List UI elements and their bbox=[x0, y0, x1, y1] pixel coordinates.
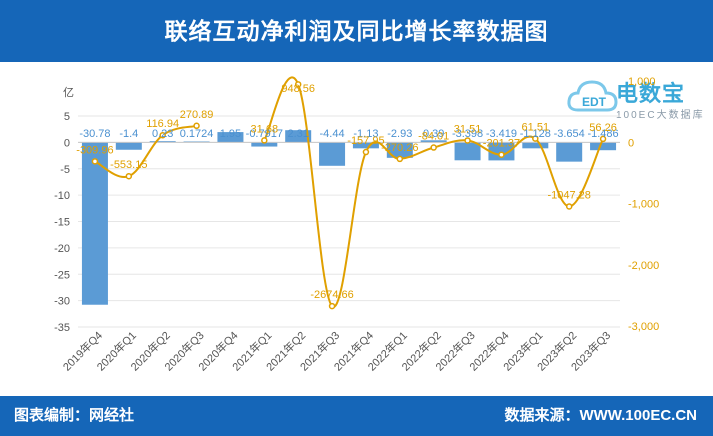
cloud-logo-icon: EDT bbox=[567, 80, 618, 112]
bar-data-label: 0.1724 bbox=[180, 128, 214, 140]
growth-rate-line bbox=[263, 76, 604, 308]
bar bbox=[386, 142, 413, 158]
bar-data-label: 0.39 bbox=[423, 128, 444, 140]
line-data-label: -201.37 bbox=[483, 138, 520, 150]
line-data-label: 56.26 bbox=[589, 122, 617, 134]
line-point bbox=[464, 137, 471, 144]
bar bbox=[115, 142, 142, 150]
bar bbox=[420, 140, 447, 143]
growth-rate-line bbox=[94, 124, 197, 179]
bar bbox=[81, 142, 108, 305]
logo-name: 电数宝 bbox=[616, 81, 686, 106]
line-point bbox=[125, 172, 133, 180]
bar bbox=[454, 142, 481, 161]
line-data-label: -2674.66 bbox=[310, 289, 353, 301]
bar bbox=[522, 142, 549, 149]
y-right-tick-label: -3,000 bbox=[628, 321, 659, 333]
chart-title: 联络互动净利润及同比增长率数据图 bbox=[164, 18, 549, 44]
line-point bbox=[430, 144, 437, 151]
line-data-label: 116.94 bbox=[146, 118, 179, 130]
bar-data-label: -1.13 bbox=[353, 128, 378, 140]
y-left-tick-label: -15 bbox=[54, 217, 70, 229]
bar bbox=[285, 130, 312, 143]
y-left-unit-label: 亿 bbox=[63, 86, 74, 99]
y-left-tick-label: 0 bbox=[64, 137, 70, 149]
line-point bbox=[261, 137, 268, 144]
bar-data-label: -1.4 bbox=[119, 128, 138, 140]
bar-data-label: 2.31 bbox=[287, 128, 308, 140]
y-left-tick-label: -10 bbox=[54, 190, 70, 202]
chart-area: 5 0 -5 -10 -15 -20 -25 -30 -35 亿 1,000 0 -1,000 -2,00… bbox=[54, 76, 659, 373]
line-point bbox=[565, 203, 573, 210]
line-point bbox=[328, 302, 336, 310]
header-bar: 联络互动净利润及同比增长率数据图 bbox=[0, 0, 713, 62]
bar-data-label: -3.398 bbox=[452, 128, 483, 140]
bar bbox=[217, 132, 244, 143]
line-point bbox=[362, 148, 370, 156]
bar-data-label: -2.93 bbox=[387, 128, 412, 140]
bar-data-label: 0.23 bbox=[152, 128, 173, 140]
line-data-label: -157.95 bbox=[347, 135, 384, 147]
line-point bbox=[193, 122, 200, 130]
line-data-label: -553.15 bbox=[110, 159, 147, 171]
line-data-label: -1047.28 bbox=[547, 189, 590, 201]
line-data-label: 31.68 bbox=[251, 123, 279, 135]
bar-data-label: -1.486 bbox=[587, 128, 618, 140]
y-left-tick-label: 5 bbox=[64, 111, 70, 123]
line-data-label: 61.51 bbox=[522, 122, 550, 134]
line-point bbox=[396, 155, 404, 163]
footer-credit: 图表编制：网经社 bbox=[14, 407, 135, 424]
bar-data-label: -3.419 bbox=[486, 128, 517, 140]
footer-source: 数据来源：WWW.100EC.CN bbox=[504, 407, 697, 424]
y-left-tick-label: -25 bbox=[54, 269, 70, 281]
bar bbox=[251, 142, 278, 147]
line-point bbox=[498, 151, 505, 158]
bar bbox=[352, 142, 379, 149]
svg-text:EDT: EDT bbox=[582, 95, 607, 109]
line-data-label: 270.89 bbox=[180, 109, 214, 121]
bar bbox=[149, 141, 176, 143]
bar-data-label: -1.128 bbox=[520, 128, 551, 140]
y-right-tick-label: 0 bbox=[628, 137, 634, 149]
y-left-tick-label: -5 bbox=[60, 164, 70, 176]
y-right-tick-label: -2,000 bbox=[628, 260, 659, 272]
bar-data-label: -4.44 bbox=[320, 128, 345, 140]
logo-subtitle: 100EC大数据库 bbox=[616, 110, 705, 121]
bar bbox=[590, 142, 617, 151]
footer-bar: 图表编制：网经社 数据来源：WWW.100EC.CN bbox=[0, 396, 713, 436]
bar bbox=[319, 142, 346, 166]
y-left-tick-label: -35 bbox=[54, 322, 70, 334]
bar-data-label: 1.95 bbox=[220, 128, 241, 140]
y-right-tick-label: -1,000 bbox=[628, 199, 659, 211]
line-data-label: -309.96 bbox=[76, 144, 113, 156]
line-point bbox=[532, 135, 539, 142]
line-point bbox=[294, 81, 302, 88]
line-data-label: 948.56 bbox=[281, 83, 315, 95]
line-data-label: -270.26 bbox=[381, 142, 418, 154]
line-point bbox=[599, 135, 607, 143]
bar bbox=[556, 142, 583, 162]
line-point bbox=[159, 131, 166, 139]
bar bbox=[488, 142, 515, 161]
bar-data-label: -30.78 bbox=[79, 128, 110, 140]
y-right-tick-label: 1,000 bbox=[628, 76, 656, 88]
y-left-tick-label: -20 bbox=[54, 243, 70, 255]
line-point bbox=[91, 158, 99, 165]
bar-data-label: -0.7917 bbox=[246, 128, 283, 140]
line-data-label: -84.01 bbox=[418, 131, 449, 143]
bar-data-label: -3.654 bbox=[554, 128, 585, 140]
y-left-tick-label: -30 bbox=[54, 296, 70, 308]
logo: EDT 电数宝 100EC大数据库 bbox=[566, 72, 706, 128]
line-data-label: 31.51 bbox=[454, 123, 482, 135]
